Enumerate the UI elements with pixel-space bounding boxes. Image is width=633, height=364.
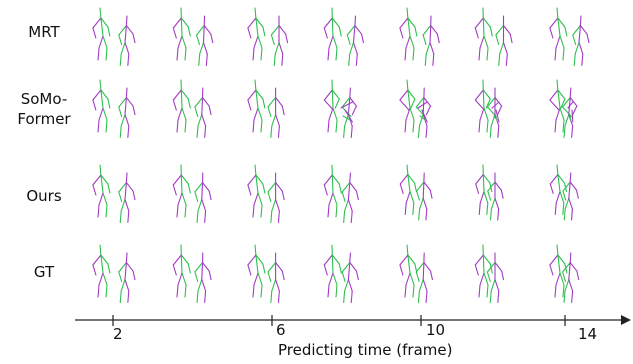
axis-title: Predicting time (frame): [278, 341, 453, 359]
skeleton-pair-mrt-1: [92, 7, 136, 66]
skeleton-pair-gt-2: [172, 244, 212, 303]
row-label-somoformer: SoMo- Former: [17, 90, 71, 128]
skeleton-pair-ours-3: [247, 164, 285, 223]
tick-label-6: 6: [276, 321, 286, 339]
skeleton-pair-somoformer-7: [549, 79, 578, 138]
skeleton-pair-ours-7: [549, 164, 579, 221]
axis-arrow-icon: [621, 315, 631, 325]
skeleton-pair-ours-1: [92, 164, 136, 223]
skeleton-pair-gt-6: [474, 244, 505, 303]
skeleton-pair-somoformer-5: [399, 79, 432, 138]
skeleton-pair-mrt-3: [247, 7, 289, 66]
skeleton-pair-somoformer-1: [92, 79, 136, 138]
row-label-ours: Ours: [26, 187, 62, 205]
skeleton-pair-somoformer-6: [474, 79, 503, 138]
skeleton-pair-somoformer-4: [323, 79, 358, 138]
skeleton-pair-gt-5: [399, 244, 434, 303]
skeleton-pair-mrt-4: [323, 7, 365, 66]
skeleton-pair-ours-4: [323, 164, 359, 223]
skeleton-pair-ours-2: [172, 164, 212, 223]
skeleton-pair-ours-5: [399, 164, 433, 221]
skeleton-pair-gt-1: [92, 244, 136, 303]
row-label-gt: GT: [33, 263, 55, 281]
skeleton-pair-somoformer-2: [172, 79, 212, 138]
skeleton-pair-gt-4: [323, 244, 359, 303]
skeleton-pair-mrt-7: [549, 7, 590, 66]
skeleton-pair-gt-7: [549, 244, 580, 303]
skeleton-pair-mrt-2: [172, 7, 214, 66]
skeleton-pair-gt-3: [247, 244, 285, 303]
skeleton-pair-ours-6: [475, 164, 504, 221]
skeleton-pair-mrt-5: [399, 7, 440, 66]
tick-label-14: 14: [578, 325, 598, 343]
row-label-mrt: MRT: [28, 23, 60, 41]
skeleton-pair-mrt-6: [474, 7, 513, 66]
skeleton-pair-somoformer-3: [247, 79, 285, 138]
tick-label-2: 2: [113, 325, 123, 343]
tick-label-10: 10: [426, 321, 446, 339]
